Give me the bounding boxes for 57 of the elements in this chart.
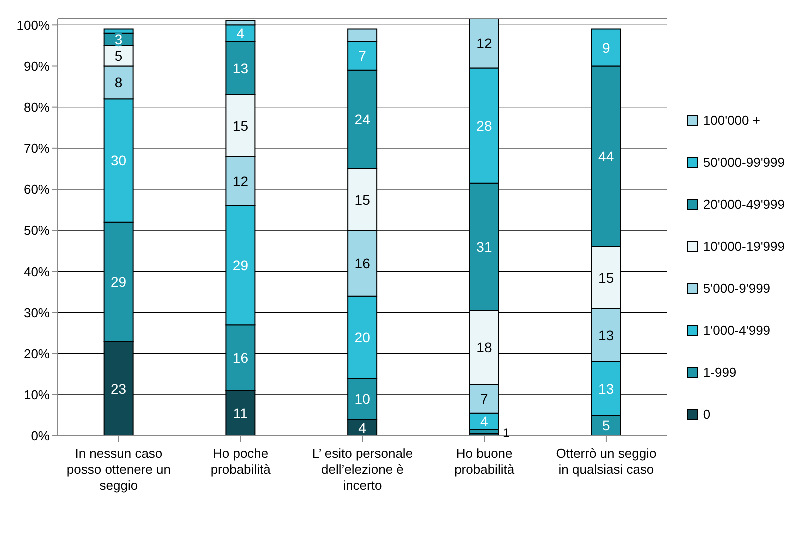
x-tick-label: In nessun caso posso ottenere un seggio bbox=[66, 446, 171, 493]
data-label: 4 bbox=[358, 420, 367, 436]
y-tick-label: 10% bbox=[24, 388, 50, 403]
legend-label: 1'000-4'999 bbox=[703, 322, 771, 338]
data-label: 7 bbox=[480, 391, 489, 408]
data-label: 5 bbox=[602, 418, 610, 434]
data-label: 10 bbox=[354, 391, 371, 408]
legend-label: 5'000-9'999 bbox=[703, 280, 771, 296]
data-label: 13 bbox=[598, 380, 614, 397]
data-label: 23 bbox=[111, 380, 127, 397]
data-label: 28 bbox=[476, 118, 492, 134]
data-label: 15 bbox=[232, 118, 249, 134]
data-label: 5 bbox=[114, 48, 123, 64]
legend-label: 100'000 + bbox=[703, 112, 760, 128]
data-label: 29 bbox=[232, 258, 249, 274]
legend-label: 10'000-19'999 bbox=[703, 238, 785, 254]
x-tick-label: Ho buone probabilità bbox=[454, 446, 516, 477]
legend-label: 50'000-99'999 bbox=[703, 154, 785, 170]
data-label: 9 bbox=[602, 40, 610, 56]
y-tick-label: 50% bbox=[24, 223, 50, 238]
data-label: 8 bbox=[114, 74, 123, 91]
data-label: 16 bbox=[232, 350, 249, 366]
data-label: 3 bbox=[114, 32, 123, 48]
data-label: 4 bbox=[236, 25, 245, 42]
legend-label: 20'000-49'999 bbox=[703, 196, 785, 212]
data-label: 15 bbox=[598, 270, 614, 286]
data-label: 4 bbox=[480, 414, 489, 430]
data-label: 24 bbox=[354, 112, 371, 128]
data-label: 18 bbox=[476, 340, 492, 356]
data-label: 12 bbox=[476, 36, 492, 52]
data-label: 20 bbox=[354, 329, 371, 346]
data-label: 11 bbox=[233, 405, 248, 422]
y-tick-label: 20% bbox=[24, 346, 50, 362]
data-label: 1 bbox=[502, 426, 510, 440]
x-tick-label: Ho poche probabilità bbox=[210, 446, 272, 477]
y-tick-label: 80% bbox=[24, 100, 50, 115]
y-tick-label: 40% bbox=[24, 264, 50, 280]
data-label: 13 bbox=[232, 60, 249, 76]
data-label: 13 bbox=[598, 327, 614, 344]
data-label: 12 bbox=[232, 173, 249, 190]
data-label: 44 bbox=[598, 148, 614, 165]
legend-label: 0 bbox=[703, 406, 711, 422]
data-label: 7 bbox=[358, 48, 367, 64]
data-label: 15 bbox=[354, 192, 371, 208]
data-label: 30 bbox=[111, 152, 127, 169]
y-tick-label: 60% bbox=[24, 182, 50, 198]
x-tick-label: L’ esito personale dell’elezione è incerto bbox=[312, 446, 414, 493]
y-tick-label: 30% bbox=[24, 305, 50, 320]
y-tick-label: 0% bbox=[31, 428, 50, 444]
y-tick-label: 90% bbox=[24, 58, 50, 74]
y-tick-label: 70% bbox=[24, 141, 50, 156]
data-label: 16 bbox=[354, 255, 371, 272]
x-tick-label: Otterrò un seggio in qualsiasi caso bbox=[556, 446, 657, 477]
y-tick-label: 100% bbox=[16, 18, 50, 33]
data-label: 29 bbox=[111, 274, 127, 290]
data-label: 31 bbox=[476, 239, 492, 256]
legend-label: 1-999 bbox=[703, 364, 737, 380]
